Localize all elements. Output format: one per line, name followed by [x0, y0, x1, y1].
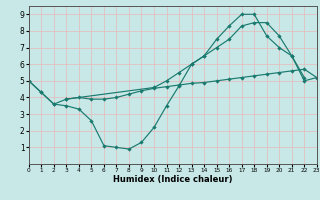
X-axis label: Humidex (Indice chaleur): Humidex (Indice chaleur): [113, 175, 233, 184]
